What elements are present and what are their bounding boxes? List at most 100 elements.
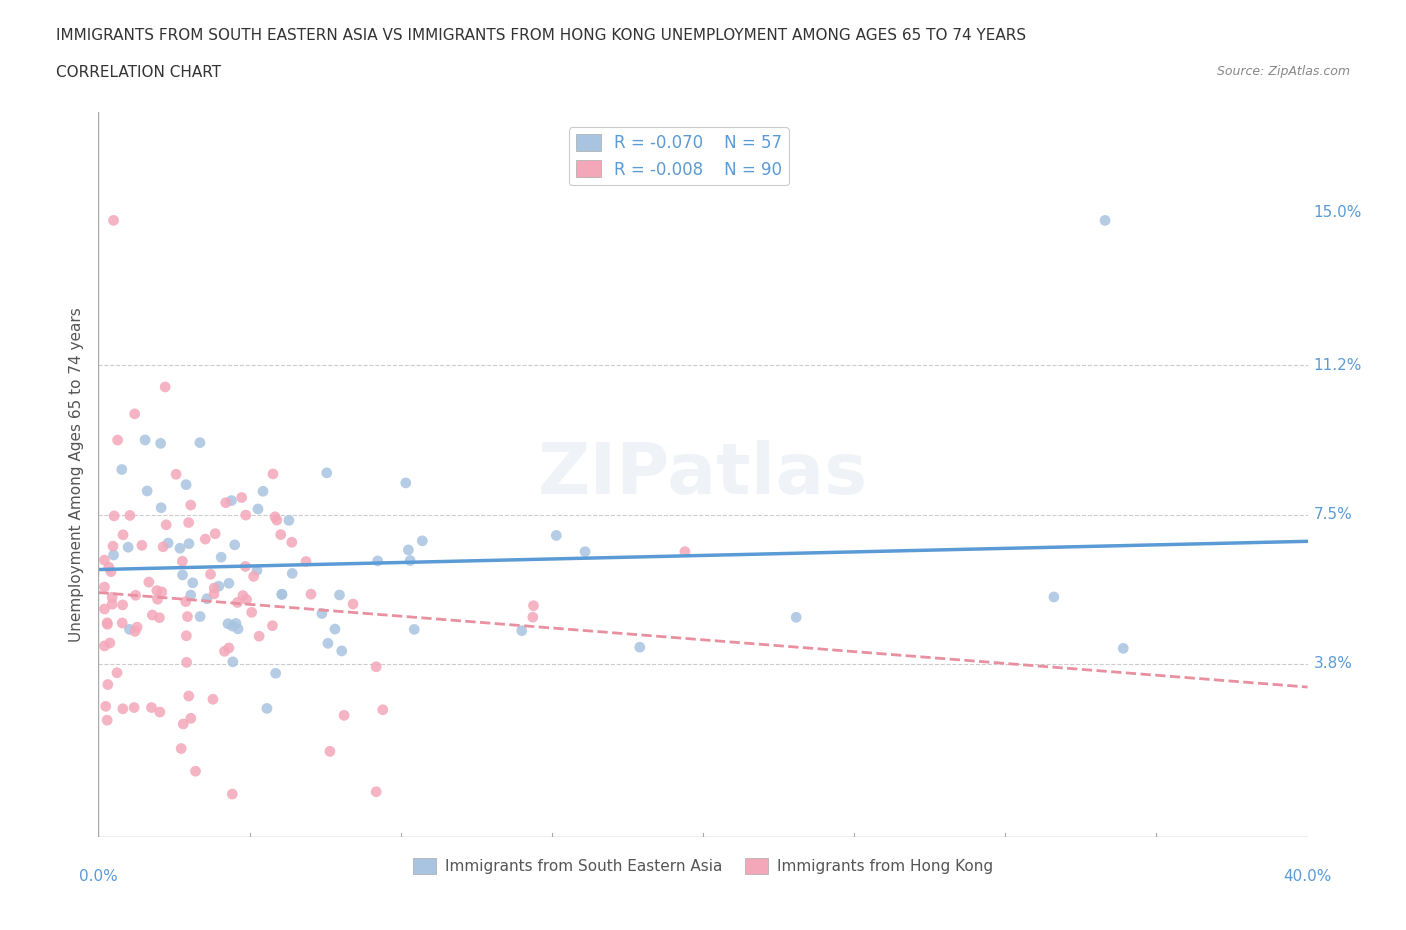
Immigrants from South Eastern Asia [225, 616, 247, 631]
Immigrants from Hong Kong [202, 580, 225, 595]
Immigrants from Hong Kong [235, 508, 257, 523]
Immigrants from South Eastern Asia [1112, 641, 1135, 656]
Immigrants from South Eastern Asia [316, 636, 339, 651]
Immigrants from Hong Kong [176, 655, 198, 670]
Immigrants from Hong Kong [299, 587, 322, 602]
Immigrants from South Eastern Asia [367, 553, 389, 568]
Immigrants from Hong Kong [100, 565, 122, 579]
Immigrants from South Eastern Asia [1094, 213, 1116, 228]
Immigrants from South Eastern Asia [157, 536, 180, 551]
Immigrants from Hong Kong [141, 700, 163, 715]
Immigrants from Hong Kong [97, 560, 120, 575]
Immigrants from Hong Kong [371, 702, 394, 717]
Text: 7.5%: 7.5% [1313, 507, 1353, 522]
Immigrants from Hong Kong [342, 597, 364, 612]
Immigrants from South Eastern Asia [118, 622, 141, 637]
Immigrants from Hong Kong [152, 539, 174, 554]
Immigrants from Hong Kong [240, 604, 263, 619]
Immigrants from South Eastern Asia [134, 432, 156, 447]
Immigrants from South Eastern Asia [150, 500, 173, 515]
Text: Unemployment Among Ages 65 to 74 years: Unemployment Among Ages 65 to 74 years [69, 307, 84, 642]
Immigrants from South Eastern Asia [330, 644, 353, 658]
Immigrants from Hong Kong [146, 583, 169, 598]
Immigrants from Hong Kong [103, 509, 125, 524]
Immigrants from Hong Kong [266, 512, 288, 527]
Immigrants from Hong Kong [231, 490, 253, 505]
Immigrants from Hong Kong [270, 527, 292, 542]
Immigrants from South Eastern Asia [323, 621, 346, 636]
Text: IMMIGRANTS FROM SOUTH EASTERN ASIA VS IMMIGRANTS FROM HONG KONG UNEMPLOYMENT AMO: IMMIGRANTS FROM SOUTH EASTERN ASIA VS IM… [56, 28, 1026, 43]
Immigrants from Hong Kong [232, 588, 254, 603]
Immigrants from Hong Kong [101, 538, 124, 553]
Immigrants from Hong Kong [149, 705, 172, 720]
Immigrants from Hong Kong [204, 526, 226, 541]
Immigrants from South Eastern Asia [188, 609, 211, 624]
Immigrants from Hong Kong [153, 379, 176, 394]
Immigrants from South Eastern Asia [271, 587, 294, 602]
Immigrants from Hong Kong [101, 597, 124, 612]
Immigrants from South Eastern Asia [510, 623, 533, 638]
Immigrants from South Eastern Asia [226, 621, 249, 636]
Immigrants from South Eastern Asia [256, 701, 278, 716]
Text: Source: ZipAtlas.com: Source: ZipAtlas.com [1216, 65, 1350, 78]
Immigrants from Hong Kong [141, 607, 163, 622]
Immigrants from South Eastern Asia [404, 622, 426, 637]
Immigrants from Hong Kong [170, 741, 193, 756]
Text: 40.0%: 40.0% [1284, 870, 1331, 884]
Immigrants from Hong Kong [226, 595, 249, 610]
Immigrants from Hong Kong [180, 498, 202, 512]
Immigrants from South Eastern Asia [174, 477, 197, 492]
Immigrants from Hong Kong [93, 602, 115, 617]
Immigrants from South Eastern Asia [180, 588, 202, 603]
Immigrants from Hong Kong [96, 616, 118, 631]
Immigrants from Hong Kong [93, 639, 115, 654]
Immigrants from Hong Kong [176, 629, 198, 644]
Immigrants from South Eastern Asia [252, 484, 274, 498]
Immigrants from Hong Kong [262, 467, 284, 482]
Immigrants from Hong Kong [138, 575, 160, 590]
Immigrants from Hong Kong [333, 708, 356, 723]
Immigrants from Hong Kong [176, 609, 198, 624]
Text: ZIPatlas: ZIPatlas [538, 440, 868, 509]
Immigrants from Hong Kong [247, 629, 270, 644]
Immigrants from South Eastern Asia [221, 493, 243, 508]
Immigrants from Hong Kong [218, 641, 240, 656]
Immigrants from Hong Kong [221, 787, 243, 802]
Immigrants from South Eastern Asia [785, 610, 807, 625]
Immigrants from Hong Kong [295, 554, 318, 569]
Immigrants from Hong Kong [184, 764, 207, 778]
Immigrants from Hong Kong [235, 592, 257, 607]
Immigrants from South Eastern Asia [222, 655, 245, 670]
Immigrants from South Eastern Asia [224, 538, 246, 552]
Immigrants from South Eastern Asia [246, 563, 269, 578]
Immigrants from South Eastern Asia [117, 539, 139, 554]
Immigrants from Hong Kong [172, 716, 194, 731]
Immigrants from Hong Kong [177, 688, 200, 703]
Immigrants from Hong Kong [124, 624, 146, 639]
Immigrants from Hong Kong [131, 538, 153, 552]
Immigrants from Hong Kong [125, 588, 148, 603]
Immigrants from Hong Kong [180, 711, 202, 725]
Immigrants from Hong Kong [111, 701, 134, 716]
Immigrants from South Eastern Asia [277, 512, 299, 527]
Immigrants from Hong Kong [319, 744, 342, 759]
Immigrants from Hong Kong [242, 569, 264, 584]
Immigrants from Hong Kong [127, 619, 149, 634]
Immigrants from South Eastern Asia [177, 537, 200, 551]
Immigrants from South Eastern Asia [221, 618, 243, 633]
Immigrants from Hong Kong [366, 659, 388, 674]
Text: 11.2%: 11.2% [1313, 358, 1362, 373]
Text: CORRELATION CHART: CORRELATION CHART [56, 65, 221, 80]
Immigrants from South Eastern Asia [217, 617, 239, 631]
Immigrants from Hong Kong [101, 590, 124, 604]
Immigrants from South Eastern Asia [395, 475, 418, 490]
Immigrants from Hong Kong [103, 213, 125, 228]
Immigrants from Hong Kong [281, 535, 304, 550]
Immigrants from South Eastern Asia [149, 436, 172, 451]
Immigrants from South Eastern Asia [270, 587, 292, 602]
Immigrants from Hong Kong [262, 618, 284, 633]
Immigrants from South Eastern Asia [103, 548, 125, 563]
Immigrants from Hong Kong [118, 508, 141, 523]
Legend: Immigrants from South Eastern Asia, Immigrants from Hong Kong: Immigrants from South Eastern Asia, Immi… [406, 852, 1000, 880]
Immigrants from Hong Kong [94, 699, 117, 714]
